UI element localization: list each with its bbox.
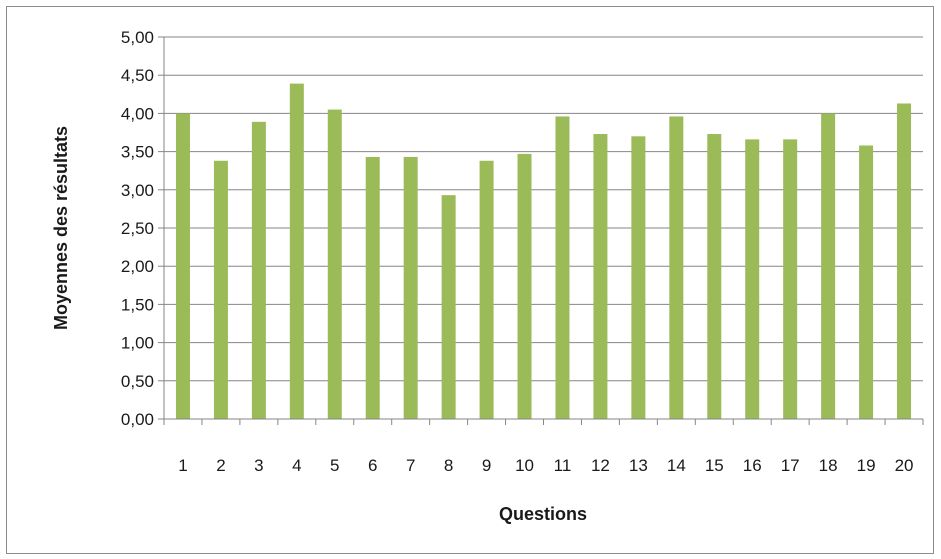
- bar-3: [251, 121, 266, 419]
- bars: [175, 83, 912, 420]
- x-tick-label: 17: [781, 456, 800, 475]
- x-tick-label: 6: [368, 456, 377, 475]
- y-tick-label: 3,00: [121, 181, 154, 200]
- x-tick-label: 13: [629, 456, 648, 475]
- gridlines: [164, 36, 923, 382]
- chart-frame: [6, 6, 934, 554]
- x-tick-label: 10: [515, 456, 534, 475]
- x-tick-label: 14: [667, 456, 686, 475]
- bar-5: [327, 109, 342, 419]
- axes: [158, 36, 924, 425]
- bar-6: [365, 156, 380, 419]
- y-axis-title: Moyennes des résultats: [51, 126, 71, 330]
- x-tick-label: 9: [482, 456, 491, 475]
- bar-8: [441, 195, 456, 419]
- bar-2: [213, 160, 228, 419]
- x-tick-label: 20: [895, 456, 914, 475]
- x-tick-labels: 1 2 3 4 5 6 7 8 9 10 11 12 13 14 15 16 17 18 19 20: [178, 456, 913, 475]
- bar-18: [821, 113, 836, 420]
- y-tick-label: 4,00: [121, 104, 154, 123]
- bar-13: [631, 136, 646, 419]
- bar-20: [897, 103, 912, 419]
- bar-12: [593, 134, 608, 419]
- bar-15: [707, 134, 722, 419]
- x-tick-label: 12: [591, 456, 610, 475]
- y-tick-label: 0,00: [121, 410, 154, 429]
- y-tick-label: 1,00: [121, 334, 154, 353]
- x-tick-label: 8: [444, 456, 453, 475]
- bar-10: [517, 153, 532, 419]
- bar-19: [859, 145, 874, 419]
- x-tick-label: 1: [178, 456, 187, 475]
- bar-4: [289, 83, 304, 419]
- bar-17: [783, 139, 798, 419]
- y-tick-label: 4,50: [121, 66, 154, 85]
- y-tick-labels: 0,00 0,50 1,00 1,50 2,00 2,50 3,00 3,50 4,00 4,50…: [121, 28, 154, 429]
- bar-1: [175, 113, 190, 420]
- y-tick-label: 1,50: [121, 295, 154, 314]
- y-tick-label: 0,50: [121, 372, 154, 391]
- x-tick-label: 7: [406, 456, 415, 475]
- x-tick-label: 2: [216, 456, 225, 475]
- x-tick-label: 15: [705, 456, 724, 475]
- x-tick-label: 19: [857, 456, 876, 475]
- bar-7: [403, 156, 418, 419]
- x-tick-label: 16: [743, 456, 762, 475]
- y-tick-label: 2,50: [121, 219, 154, 238]
- x-tick-label: 4: [292, 456, 301, 475]
- x-tick-label: 5: [330, 456, 339, 475]
- bar-9: [479, 160, 494, 419]
- x-tick-label: 18: [819, 456, 838, 475]
- y-tick-label: 5,00: [121, 28, 154, 47]
- bar-16: [745, 139, 760, 419]
- bar-11: [555, 116, 570, 420]
- x-tick-label: 11: [554, 456, 572, 475]
- bar-14: [669, 116, 684, 420]
- x-tick-label: 3: [254, 456, 263, 475]
- y-tick-label: 3,50: [121, 143, 154, 162]
- x-axis-title: Questions: [499, 504, 587, 524]
- y-tick-label: 2,00: [121, 257, 154, 276]
